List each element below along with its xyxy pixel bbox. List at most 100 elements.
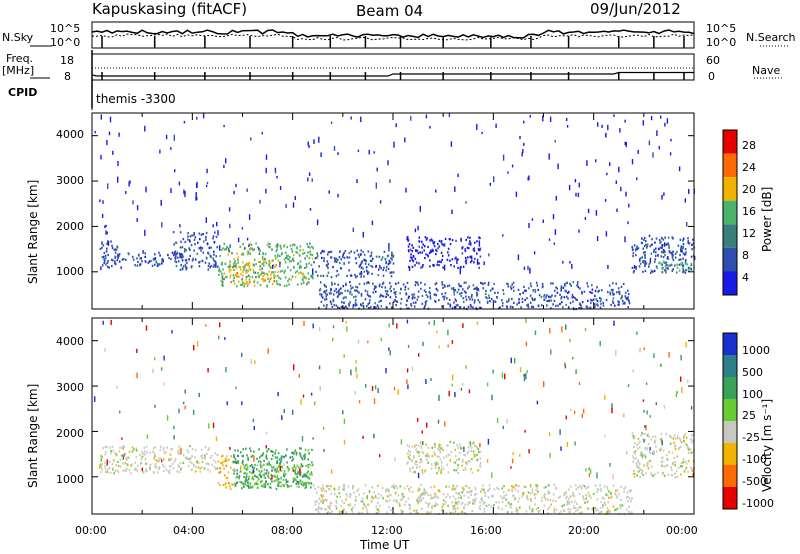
data-cell xyxy=(343,252,345,255)
data-cell xyxy=(614,509,616,512)
data-cell xyxy=(438,466,440,469)
data-cell xyxy=(424,305,426,308)
data-cell xyxy=(606,511,608,514)
data-cell xyxy=(671,269,674,272)
data-cell xyxy=(449,305,452,308)
data-cell xyxy=(383,250,386,253)
noise-cell xyxy=(565,324,567,330)
data-cell xyxy=(209,254,212,257)
axis-ticks xyxy=(91,113,695,514)
data-cell xyxy=(638,470,640,473)
data-cell xyxy=(523,285,525,288)
data-cell xyxy=(371,272,373,275)
noise-cell xyxy=(564,364,567,369)
data-cell xyxy=(548,492,550,495)
data-cell xyxy=(496,487,498,490)
data-cell xyxy=(480,281,482,284)
data-cell xyxy=(342,255,344,258)
data-cell xyxy=(618,300,620,304)
data-cell xyxy=(287,266,289,269)
nsearch-label: N.Search xyxy=(746,31,796,44)
noise-cell xyxy=(163,382,165,386)
noise-cell xyxy=(660,363,662,367)
data-cell xyxy=(259,464,262,467)
data-cell xyxy=(337,273,340,276)
noise-cell xyxy=(523,373,525,377)
data-cell xyxy=(661,460,664,463)
data-cell xyxy=(259,249,261,252)
noise-cell xyxy=(680,354,682,361)
data-cell xyxy=(649,459,652,462)
data-cell xyxy=(441,243,444,246)
noise-cell xyxy=(501,372,504,379)
data-cell xyxy=(124,452,126,456)
data-cell xyxy=(99,463,102,466)
data-cell xyxy=(625,508,628,511)
noise-cell xyxy=(358,400,361,404)
data-cell xyxy=(530,285,532,288)
data-cell xyxy=(674,476,676,479)
data-cell xyxy=(130,472,132,475)
data-cell xyxy=(256,281,259,284)
data-cell xyxy=(629,490,632,493)
noise-cell xyxy=(512,452,514,456)
data-cell xyxy=(347,485,350,488)
data-cell xyxy=(444,285,446,288)
data-cell xyxy=(106,247,108,250)
data-cell xyxy=(125,469,127,473)
noise-cell xyxy=(283,409,285,414)
data-cell xyxy=(296,465,298,468)
data-cell xyxy=(457,258,459,261)
data-cell xyxy=(207,252,210,255)
noise-cell xyxy=(668,351,670,358)
data-cell xyxy=(414,264,416,267)
data-cell xyxy=(412,254,415,258)
data-cell xyxy=(268,280,271,283)
noise-cell xyxy=(312,437,314,440)
data-cell xyxy=(149,451,151,454)
data-cell xyxy=(487,281,490,284)
data-cell xyxy=(111,445,114,448)
noise-cell xyxy=(294,196,296,200)
data-cell xyxy=(112,259,114,262)
data-cell xyxy=(418,240,420,243)
data-cell xyxy=(334,493,336,496)
data-cell xyxy=(338,256,341,259)
noise-cell xyxy=(584,327,587,332)
noise-cell xyxy=(529,267,531,274)
data-cell xyxy=(241,454,244,458)
data-cell xyxy=(351,510,354,513)
data-cell xyxy=(564,284,566,287)
data-cell xyxy=(304,455,306,458)
noise-cell xyxy=(548,238,551,241)
data-cell xyxy=(643,238,645,242)
noise-cell xyxy=(627,221,629,225)
data-cell xyxy=(104,461,106,464)
data-cell xyxy=(401,498,404,501)
data-cell xyxy=(610,303,612,306)
data-cell xyxy=(635,457,637,460)
data-cell xyxy=(252,472,254,475)
noise-cell xyxy=(202,113,205,119)
data-cell xyxy=(679,253,681,257)
data-cell xyxy=(302,275,305,278)
data-cell xyxy=(246,463,248,466)
data-cell xyxy=(567,297,569,300)
data-cell xyxy=(292,458,295,461)
data-cell xyxy=(110,240,112,243)
data-cell xyxy=(238,280,240,283)
data-cell xyxy=(235,263,238,266)
data-cell xyxy=(352,485,355,488)
noise-cell xyxy=(311,393,313,397)
data-cell xyxy=(307,251,309,254)
data-cell xyxy=(221,272,223,275)
data-cell xyxy=(228,250,231,253)
noise-cell xyxy=(649,415,651,418)
data-cell xyxy=(420,287,422,290)
data-cell xyxy=(506,511,509,514)
data-cell xyxy=(395,501,398,504)
data-cell xyxy=(194,243,196,246)
data-cell xyxy=(429,287,431,290)
data-cell xyxy=(434,495,437,498)
data-cell xyxy=(237,449,239,452)
